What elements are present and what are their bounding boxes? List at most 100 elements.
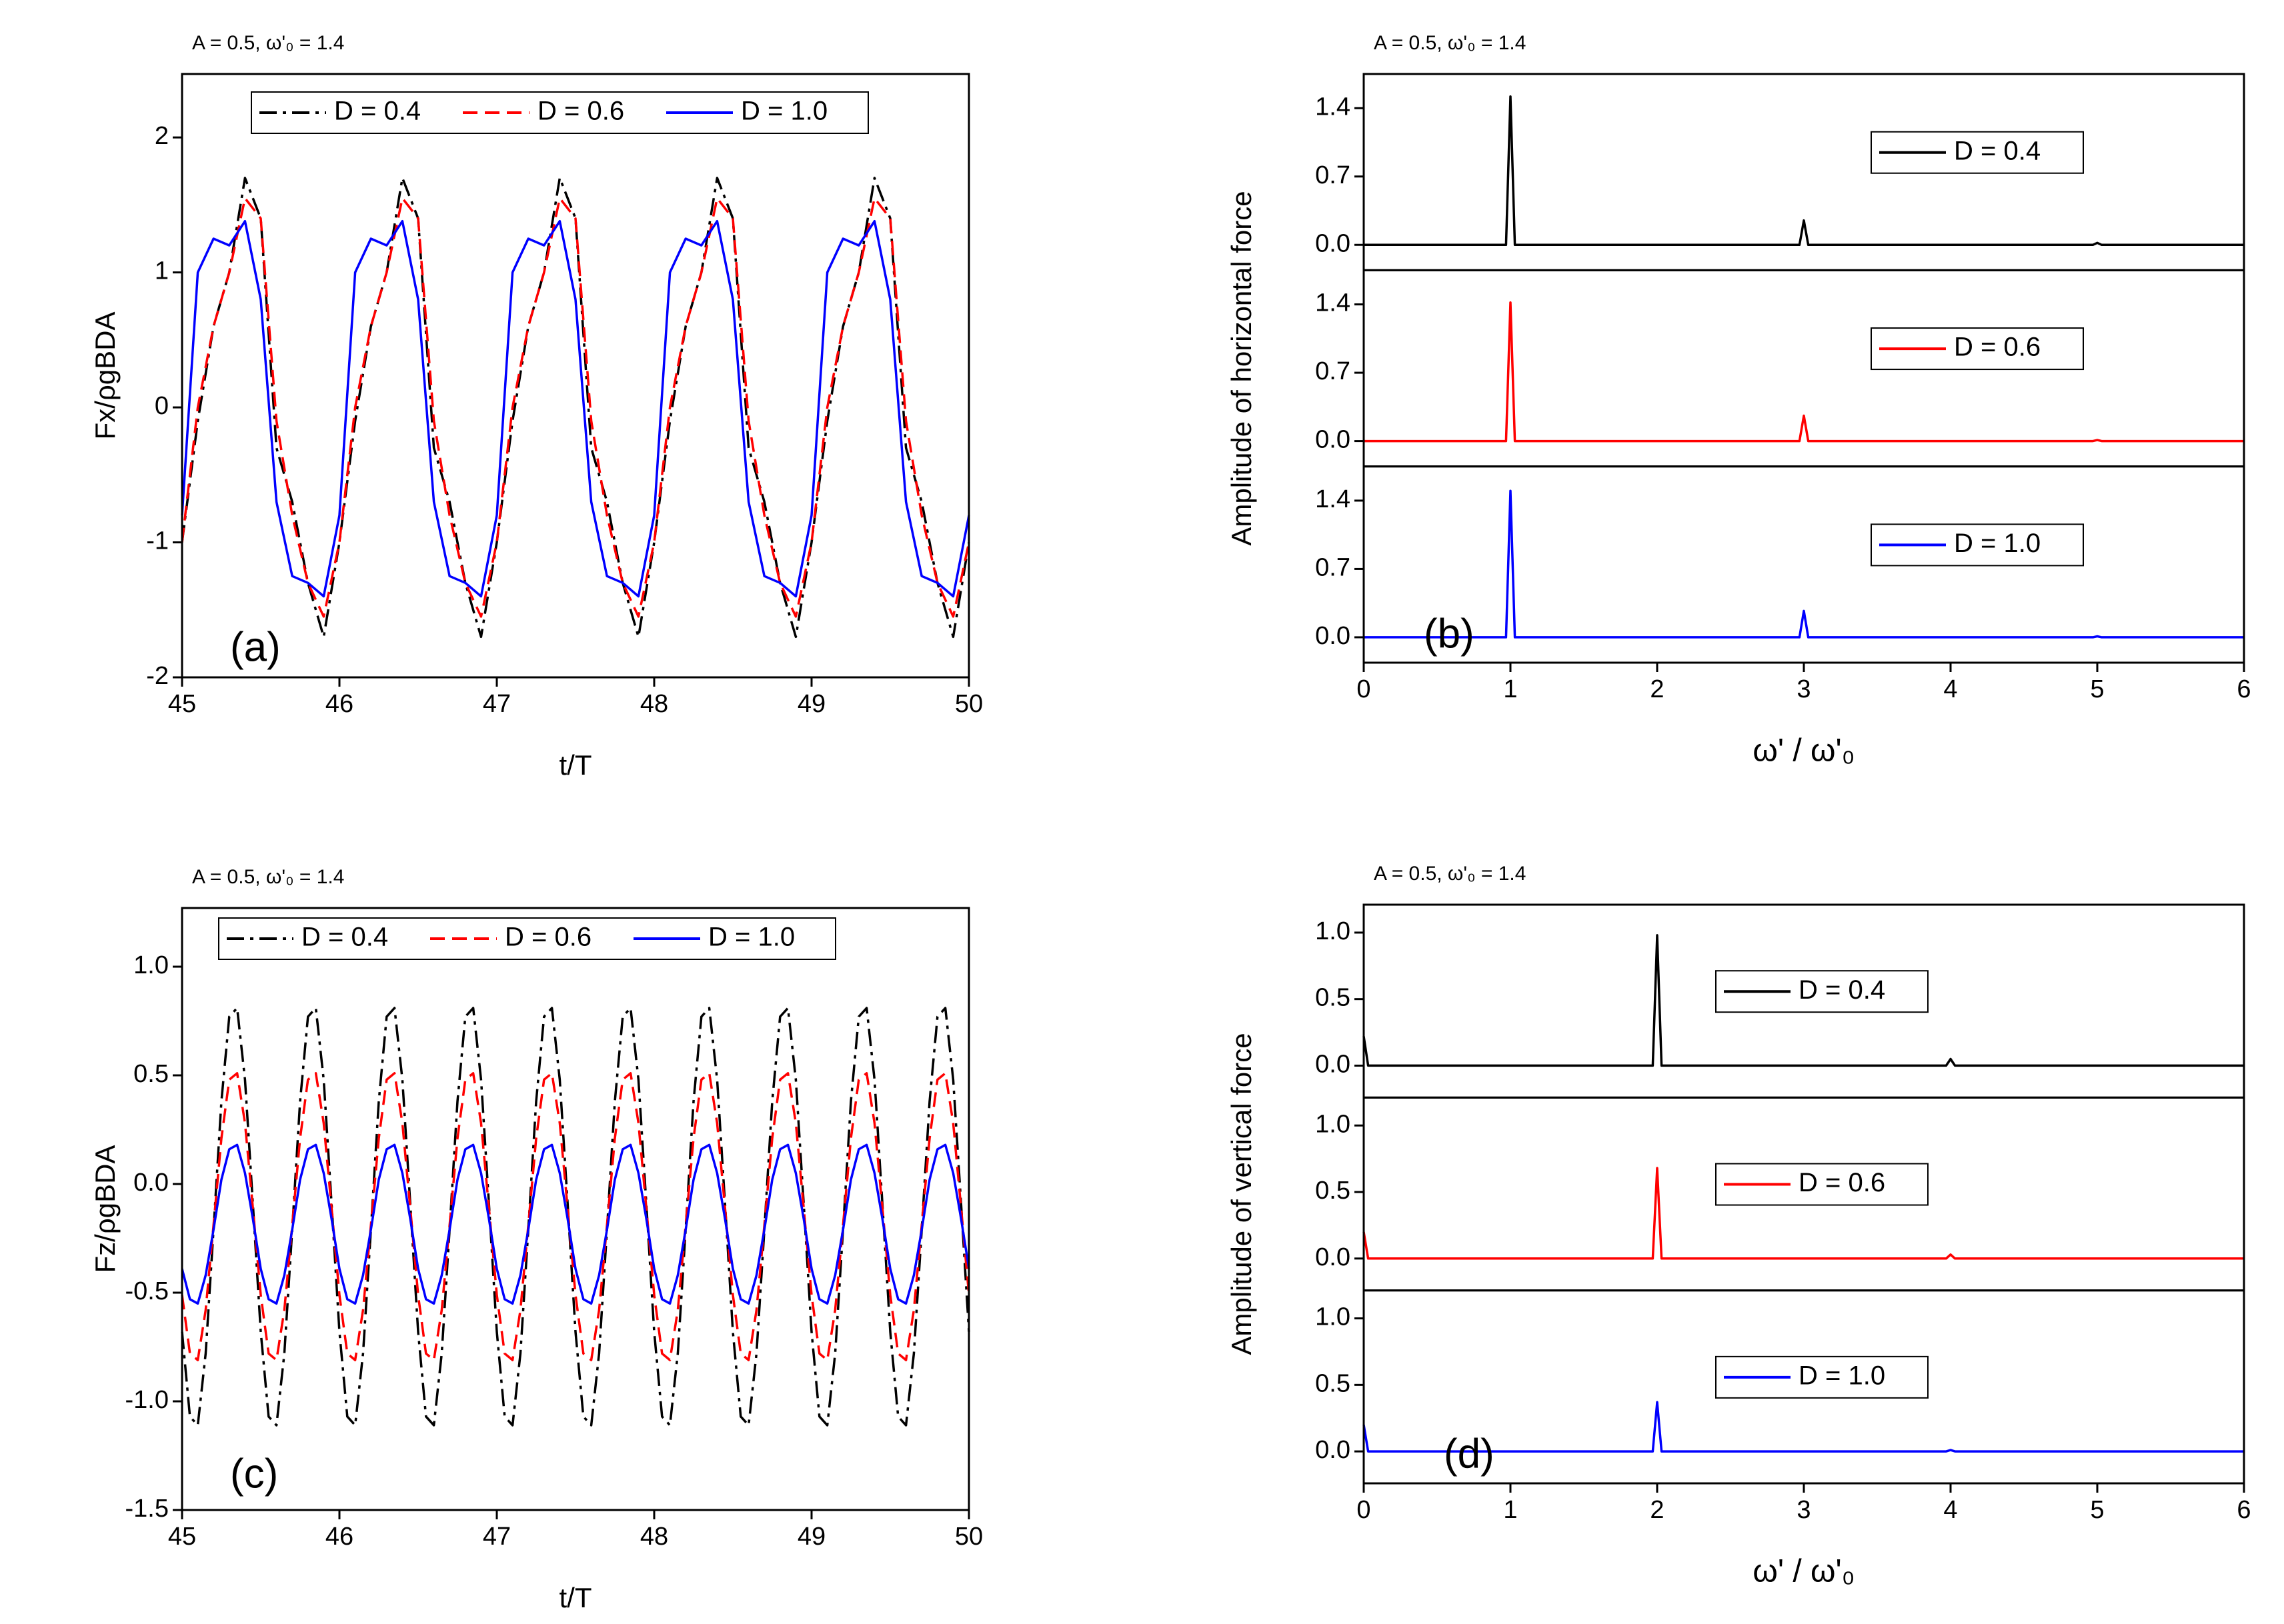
y-tick-label: 1.4 — [1315, 485, 1350, 513]
legend-label: D = 1.0 — [1954, 529, 2041, 558]
x-tick-label: 50 — [955, 690, 983, 718]
x-tick-label: 6 — [2237, 675, 2251, 703]
panel-label: (d) — [1444, 1431, 1494, 1477]
x-tick-label: 47 — [483, 690, 511, 718]
x-axis-label: t/T — [559, 1582, 592, 1613]
series-line — [1362, 1401, 2244, 1453]
legend-label: D = 0.4 — [334, 97, 421, 126]
series-line — [1364, 301, 2244, 443]
x-axis-label: ω' / ω'₀ — [1753, 733, 1855, 769]
x-tick-label: 3 — [1797, 1496, 1811, 1524]
x-tick-label: 50 — [955, 1523, 983, 1551]
y-tick-label: -2 — [146, 662, 169, 690]
x-tick-label: 3 — [1797, 675, 1811, 703]
y-tick-label: 1.0 — [1315, 1303, 1350, 1331]
x-tick-label: 45 — [168, 1523, 196, 1551]
series-line — [181, 177, 970, 639]
y-tick-label: 0.0 — [1315, 1436, 1350, 1464]
y-tick-label: 1.4 — [1315, 93, 1350, 121]
y-tick-label: 0.0 — [1315, 1243, 1350, 1271]
x-tick-label: 5 — [2090, 675, 2104, 703]
x-tick-label: 0 — [1356, 1496, 1370, 1524]
panel-label: (b) — [1424, 611, 1474, 657]
y-tick-label: 1.0 — [1315, 1110, 1350, 1138]
chart-title: A = 0.5, ω'₀ = 1.4 — [192, 32, 344, 54]
x-tick-label: 46 — [325, 1523, 353, 1551]
x-tick-label: 49 — [798, 1523, 826, 1551]
panel-label: (a) — [230, 624, 281, 670]
x-tick-label: 46 — [325, 690, 353, 718]
x-tick-label: 1 — [1503, 675, 1517, 703]
plot-frame — [181, 73, 970, 679]
legend-label: D = 1.0 — [1799, 1361, 1885, 1390]
legend-label: D = 0.4 — [1799, 975, 1885, 1005]
plot-frame — [181, 907, 970, 1511]
x-tick-label: 48 — [640, 1523, 668, 1551]
series-line — [181, 1143, 970, 1305]
chart-title: A = 0.5, ω'₀ = 1.4 — [1374, 863, 1526, 885]
y-tick-label: 1 — [155, 257, 169, 285]
y-tick-label: 0.7 — [1315, 553, 1350, 581]
x-tick-label: 6 — [2237, 1496, 2251, 1524]
x-tick-label: 1 — [1503, 1496, 1517, 1524]
x-tick-label: 4 — [1943, 1496, 1957, 1524]
series-line — [1362, 934, 2244, 1067]
legend-box — [218, 917, 836, 960]
y-tick-label: 0.5 — [1315, 1177, 1350, 1205]
legend-label: D = 0.6 — [1799, 1168, 1885, 1197]
y-tick-label: 0.0 — [133, 1169, 169, 1197]
y-tick-label: 0.0 — [1315, 1050, 1350, 1078]
chart-title: A = 0.5, ω'₀ = 1.4 — [192, 866, 344, 888]
legend-label: D = 0.4 — [1954, 136, 2041, 165]
y-tick-label: -1 — [146, 527, 169, 555]
y-tick-label: 0.5 — [1315, 984, 1350, 1012]
legend-label: D = 0.6 — [505, 923, 592, 952]
x-tick-label: 2 — [1650, 675, 1664, 703]
legend-box — [251, 91, 869, 134]
x-tick-label: 5 — [2090, 1496, 2104, 1524]
y-tick-label: -1.5 — [125, 1495, 169, 1523]
series-line — [181, 1072, 970, 1361]
legend-label: D = 1.0 — [708, 923, 795, 952]
y-tick-label: 0.0 — [1315, 622, 1350, 650]
y-tick-label: 2 — [155, 122, 169, 150]
x-tick-label: 0 — [1356, 675, 1370, 703]
series-line — [181, 197, 970, 618]
legend-label: D = 0.6 — [1954, 333, 2041, 362]
x-tick-label: 2 — [1650, 1496, 1664, 1524]
y-tick-label: 0.7 — [1315, 161, 1350, 189]
x-tick-label: 49 — [798, 690, 826, 718]
chart-title: A = 0.5, ω'₀ = 1.4 — [1374, 32, 1526, 54]
series-line — [181, 219, 970, 598]
y-axis-label: Fx/ρgBDA — [89, 312, 121, 440]
y-tick-label: 0.7 — [1315, 357, 1350, 385]
plot-frame — [1362, 73, 2245, 271]
plot-frame — [1362, 465, 2245, 664]
plot-frame — [1362, 1289, 2245, 1485]
x-axis-label: ω' / ω'₀ — [1753, 1554, 1855, 1589]
x-tick-label: 4 — [1943, 675, 1957, 703]
y-tick-label: 1.0 — [133, 951, 169, 979]
y-tick-label: 0 — [155, 392, 169, 420]
x-axis-label: t/T — [559, 749, 592, 781]
series-line — [1364, 489, 2244, 639]
y-tick-label: 1.0 — [1315, 917, 1350, 945]
series-line — [1364, 95, 2244, 247]
y-tick-label: -1.0 — [125, 1386, 169, 1414]
y-tick-label: 0.5 — [133, 1060, 169, 1088]
x-tick-label: 48 — [640, 690, 668, 718]
series-line — [181, 1007, 970, 1427]
legend-label: D = 1.0 — [741, 97, 828, 126]
y-tick-label: 0.0 — [1315, 426, 1350, 454]
y-tick-label: 1.4 — [1315, 289, 1350, 317]
y-tick-label: -0.5 — [125, 1277, 169, 1305]
y-axis-label: Amplitude of vertical force — [1226, 1033, 1257, 1355]
y-axis-label: Fz/ρgBDA — [89, 1145, 121, 1273]
panel-label: (c) — [230, 1451, 278, 1497]
y-axis-label: Amplitude of horizontal force — [1226, 191, 1257, 545]
legend-label: D = 0.4 — [301, 923, 388, 952]
x-tick-label: 47 — [483, 1523, 511, 1551]
y-tick-label: 0.0 — [1315, 229, 1350, 257]
series-line — [1362, 1167, 2244, 1260]
